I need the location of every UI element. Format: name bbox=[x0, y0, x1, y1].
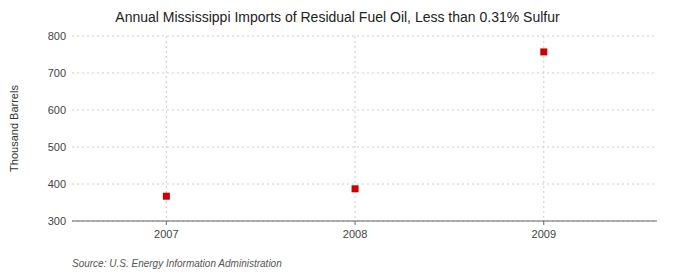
y-tick-label: 400 bbox=[48, 178, 66, 190]
grid-line-x bbox=[543, 36, 544, 221]
point bbox=[352, 185, 359, 192]
y-axis-label: Thousand Barrels bbox=[8, 85, 20, 172]
y-tick-label: 300 bbox=[48, 215, 66, 227]
source: Source: U.S. Energy Information Administ… bbox=[72, 258, 282, 269]
y-tick-label: 700 bbox=[48, 67, 66, 79]
x-tick bbox=[166, 221, 167, 225]
grid-line-y bbox=[72, 110, 657, 111]
point bbox=[163, 193, 170, 200]
x-tick bbox=[355, 221, 356, 225]
x-tick-label: 2008 bbox=[343, 228, 367, 240]
grid-line-x bbox=[355, 36, 356, 221]
x-tick-label: 2009 bbox=[532, 228, 556, 240]
title: Annual Mississippi Imports of Residual F… bbox=[115, 9, 560, 25]
y-tick-label: 600 bbox=[48, 104, 66, 116]
grid-line-y bbox=[72, 221, 657, 222]
y-tick-label: 500 bbox=[48, 141, 66, 153]
grid bbox=[72, 36, 657, 221]
y-tick-label: 800 bbox=[48, 30, 66, 42]
grid-line-y bbox=[72, 147, 657, 148]
grid-line-y bbox=[72, 73, 657, 74]
grid-line-y bbox=[72, 36, 657, 37]
chart: Annual Mississippi Imports of Residual F… bbox=[0, 0, 675, 275]
x-axis bbox=[72, 221, 657, 222]
x-tick bbox=[543, 221, 544, 225]
grid-line-y bbox=[72, 184, 657, 185]
x-tick-label: 2007 bbox=[154, 228, 178, 240]
points bbox=[163, 48, 547, 199]
point bbox=[540, 48, 547, 55]
